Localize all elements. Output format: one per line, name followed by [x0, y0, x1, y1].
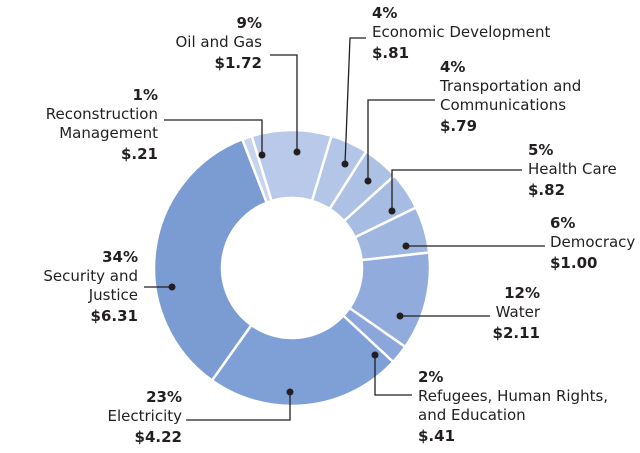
- leader-line: [374, 355, 412, 396]
- leader-dot: [168, 283, 176, 291]
- value-label: $1.00: [550, 254, 597, 272]
- category-label: Management: [59, 124, 158, 142]
- percent-label: 2%: [418, 368, 443, 386]
- donut-segment: [152, 137, 269, 383]
- category-label: Water: [496, 303, 541, 321]
- category-label: Communications: [440, 96, 566, 114]
- category-label: Justice: [88, 286, 138, 304]
- leader-line: [164, 119, 263, 155]
- value-label: $.79: [440, 117, 477, 135]
- leader-line: [186, 392, 291, 421]
- leader-dot: [402, 242, 410, 250]
- leader-dot: [371, 351, 379, 359]
- leader-dot: [293, 148, 301, 156]
- value-label: $4.22: [135, 428, 182, 446]
- value-label: $.81: [372, 44, 409, 62]
- percent-label: 4%: [440, 58, 465, 76]
- donut-segment: [240, 134, 274, 205]
- value-label: $1.72: [215, 54, 262, 72]
- category-label: Refugees, Human Rights,: [418, 387, 608, 405]
- percent-label: 12%: [504, 284, 540, 302]
- percent-label: 23%: [146, 388, 182, 406]
- percent-label: 6%: [550, 214, 575, 232]
- leader-line: [344, 37, 366, 165]
- category-label: and Education: [418, 406, 526, 424]
- leader-dot: [364, 177, 372, 185]
- leader-dot: [388, 207, 396, 215]
- category-label: Electricity: [107, 407, 182, 425]
- value-label: $2.11: [493, 324, 540, 342]
- percent-label: 4%: [372, 4, 397, 22]
- percent-label: 9%: [237, 14, 262, 32]
- leader-dot: [341, 160, 349, 168]
- category-label: Democracy: [550, 233, 635, 251]
- leader-line: [270, 54, 298, 152]
- donut-segment: [210, 313, 395, 408]
- percent-label: 34%: [102, 248, 138, 266]
- category-label: Oil and Gas: [175, 33, 262, 51]
- percent-label: 5%: [528, 141, 553, 159]
- category-label: Health Care: [528, 160, 617, 178]
- leader-line: [367, 99, 435, 181]
- category-label: Transportation and: [439, 77, 581, 95]
- leader-dot: [258, 151, 266, 159]
- category-label: Economic Development: [372, 23, 550, 41]
- leader-line: [391, 169, 522, 211]
- value-label: $.21: [121, 145, 158, 163]
- value-label: $.41: [418, 427, 455, 445]
- leader-dot: [396, 312, 404, 320]
- leader-dot: [286, 388, 294, 396]
- value-label: $6.31: [91, 307, 138, 325]
- category-label: Security and: [43, 267, 138, 285]
- value-label: $.82: [528, 181, 565, 199]
- category-label: Reconstruction: [46, 105, 158, 123]
- percent-label: 1%: [133, 86, 158, 104]
